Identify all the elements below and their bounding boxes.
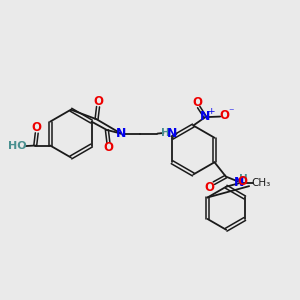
Text: ⁻: ⁻ bbox=[228, 107, 233, 117]
Text: CH₃: CH₃ bbox=[251, 178, 270, 188]
Text: N: N bbox=[167, 128, 178, 140]
Text: O: O bbox=[237, 176, 247, 188]
Text: H: H bbox=[239, 174, 248, 184]
Text: H: H bbox=[161, 128, 170, 138]
Text: O: O bbox=[204, 181, 214, 194]
Text: O: O bbox=[192, 96, 202, 109]
Text: O: O bbox=[103, 141, 113, 154]
Text: +: + bbox=[207, 107, 215, 116]
Text: HO: HO bbox=[8, 141, 27, 151]
Text: N: N bbox=[116, 127, 126, 140]
Text: O: O bbox=[32, 122, 42, 134]
Text: O: O bbox=[93, 95, 103, 108]
Text: N: N bbox=[233, 176, 244, 189]
Text: O: O bbox=[219, 110, 230, 122]
Text: N: N bbox=[200, 110, 211, 123]
